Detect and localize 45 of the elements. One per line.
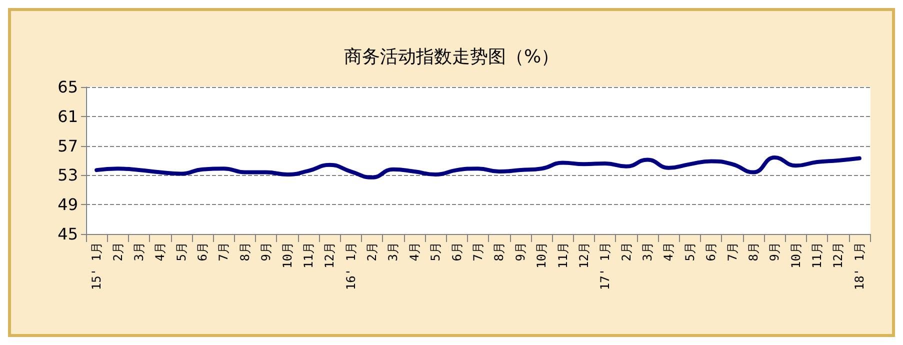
x-tick-label: 4月 <box>153 242 168 262</box>
x-tick-label: 15' 1月 <box>90 242 104 290</box>
y-tick-label: 45 <box>58 224 78 244</box>
x-tick-label: 8月 <box>238 242 252 262</box>
x-tick-label: 3月 <box>132 242 146 262</box>
x-tick-label: 6月 <box>450 242 464 262</box>
y-tick-label: 65 <box>58 78 78 96</box>
y-tick-label: 53 <box>58 166 78 185</box>
x-tick-label: 3月 <box>386 242 400 262</box>
x-tick-label: 5月 <box>428 242 443 262</box>
y-tick-label: 61 <box>58 106 78 126</box>
x-tick-label: 12月 <box>576 242 591 268</box>
x-tick-label: 12月 <box>831 242 846 268</box>
x-tick-label: 5月 <box>174 242 188 262</box>
x-tick-label: 8月 <box>746 242 760 262</box>
x-tick-label: 2月 <box>619 242 634 262</box>
x-tick-label: 9月 <box>259 242 274 262</box>
x-tick-label: 3月 <box>640 242 655 262</box>
x-tick-label: 18' 1月 <box>852 242 866 290</box>
y-tick-label: 57 <box>58 136 78 156</box>
x-tick-label: 16' 1月 <box>344 242 358 290</box>
chart-title: 商务活动指数走势图（%） <box>344 46 560 68</box>
x-tick-label: 17' 1月 <box>598 242 612 290</box>
x-tick-label: 2月 <box>365 242 380 262</box>
x-tick-label: 8月 <box>492 242 506 262</box>
x-tick-label: 4月 <box>407 242 422 262</box>
x-tick-label: 4月 <box>662 242 676 262</box>
x-tick-label: 10月 <box>534 242 549 268</box>
y-tick-label: 49 <box>58 195 78 214</box>
x-tick-label: 9月 <box>768 242 782 262</box>
x-tick-label: 10月 <box>788 242 803 268</box>
x-tick-label: 6月 <box>704 242 718 262</box>
x-tick-label: 7月 <box>725 242 740 262</box>
x-tick-label: 2月 <box>110 242 125 262</box>
x-tick-label: 7月 <box>471 242 485 262</box>
x-tick-label: 11月 <box>556 242 570 268</box>
x-tick-label: 9月 <box>513 242 528 262</box>
x-tick-label: 10月 <box>280 242 294 268</box>
x-tick-label: 11月 <box>301 242 316 268</box>
x-tick-label: 6月 <box>196 242 210 262</box>
x-tick-label: 11月 <box>810 242 824 268</box>
x-tick-label: 12月 <box>322 242 337 268</box>
x-tick-label: 7月 <box>216 242 231 262</box>
line-series <box>94 156 862 180</box>
x-tick-label: 5月 <box>682 242 697 262</box>
